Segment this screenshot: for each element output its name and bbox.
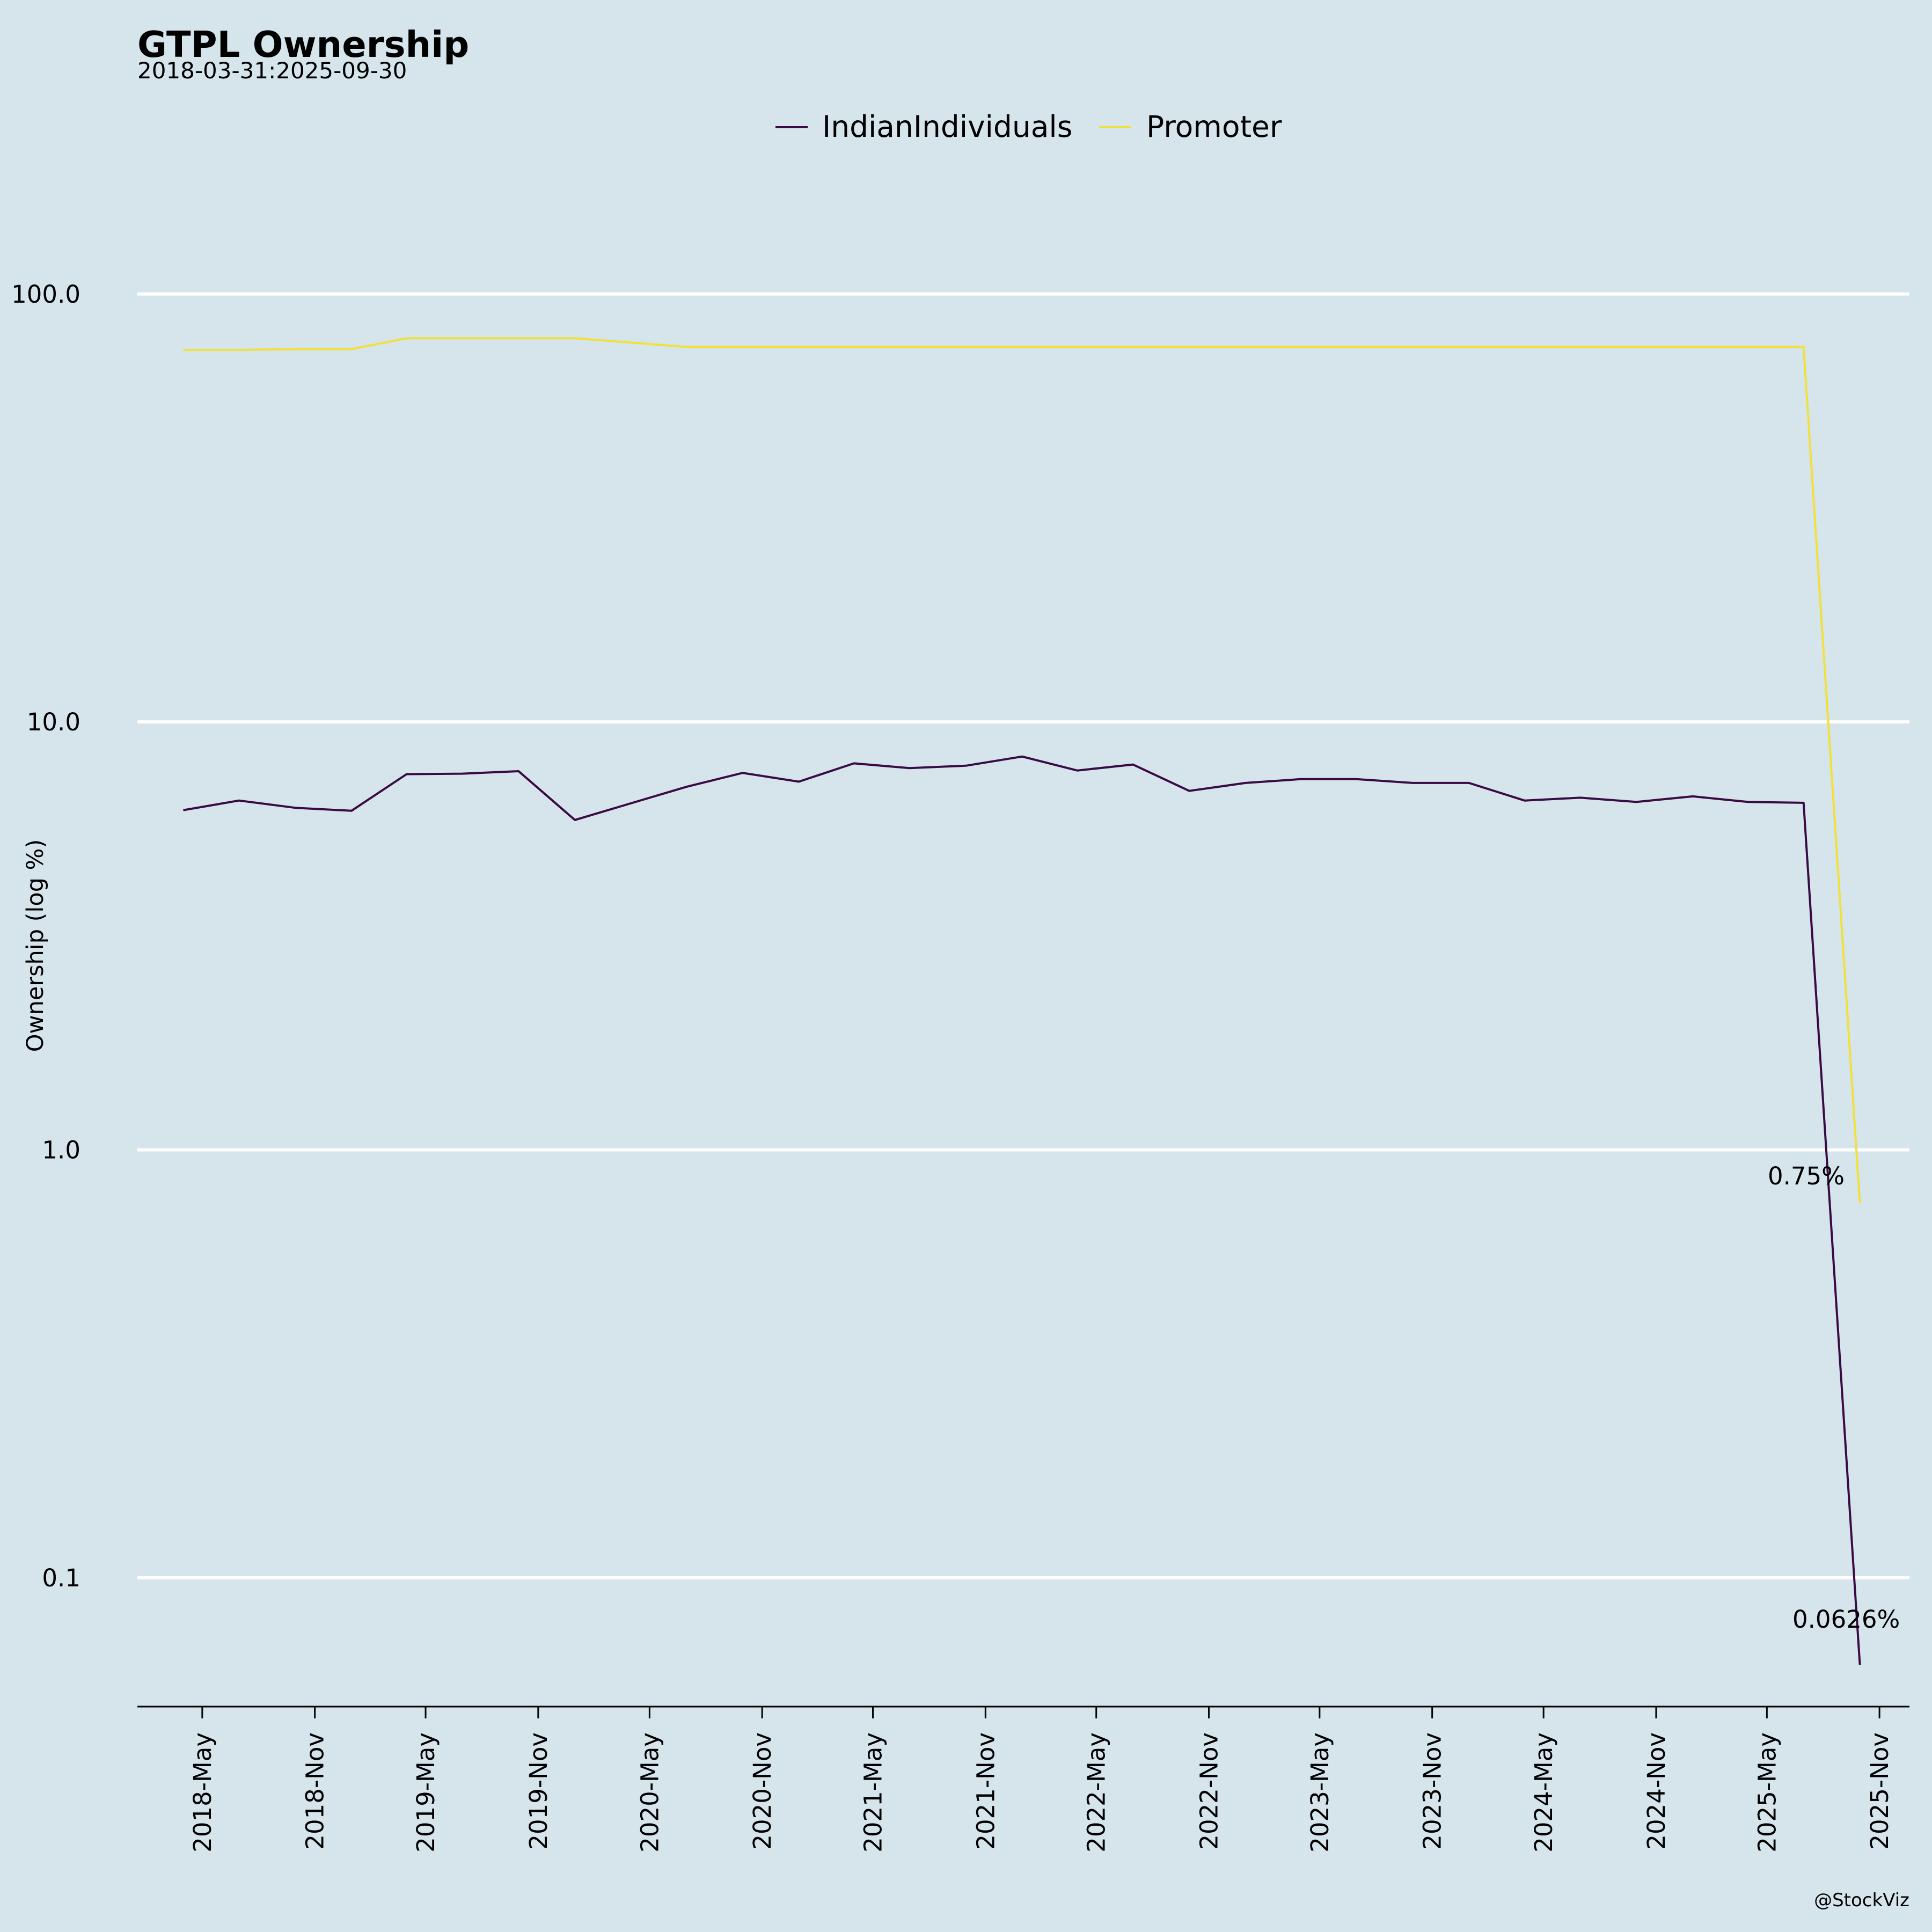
annotation-promoter-last: 0.75%: [1768, 1162, 1845, 1190]
x-tick-label: 2025-Nov: [1865, 1732, 1894, 1850]
legend-label-promoter: Promoter: [1146, 109, 1282, 144]
x-tick-label: 2024-Nov: [1642, 1732, 1671, 1850]
x-tick-label: 2019-May: [412, 1732, 440, 1853]
x-tick-label: 2023-May: [1306, 1732, 1334, 1853]
x-tick-label: 2024-May: [1529, 1732, 1558, 1853]
credit-text: @StockViz: [1814, 1890, 1909, 1911]
series-line-indianindividuals: [183, 755, 1861, 1665]
annotation-indianindividuals-last: 0.0626%: [1792, 1605, 1900, 1634]
y-axis-label: Ownership (log %): [22, 839, 49, 1052]
chart-title: GTPL Ownership: [137, 24, 469, 65]
y-gridlines: [137, 292, 1909, 1579]
legend: IndianIndividuals Promoter: [775, 109, 1282, 144]
x-tick-label: 2019-Nov: [524, 1732, 553, 1850]
y-tick-label: 0.1: [42, 1564, 80, 1592]
legend-label-indianindividuals: IndianIndividuals: [822, 109, 1072, 144]
x-tick-label: 2025-May: [1753, 1732, 1781, 1853]
x-tick-label: 2020-May: [635, 1732, 664, 1853]
x-tick-label: 2018-May: [188, 1732, 217, 1853]
series-line-promoter: [183, 337, 1861, 1204]
y-tick-label: 10.0: [27, 708, 80, 736]
y-tick-labels: 0.1 1.0 10.0 100.0: [11, 280, 80, 1592]
x-tick-label: 2023-Nov: [1418, 1732, 1447, 1850]
x-tick-label: 2022-Nov: [1195, 1732, 1223, 1850]
x-tick-label: 2022-May: [1082, 1732, 1111, 1853]
x-tick-label: 2021-May: [859, 1732, 888, 1853]
x-tick-label: 2021-Nov: [971, 1732, 1000, 1850]
y-tick-label: 100.0: [11, 280, 80, 309]
x-ticks: 2018-May 2018-Nov 2019-May 2019-Nov 2020-May…: [188, 1707, 1894, 1853]
y-tick-label: 1.0: [42, 1136, 80, 1165]
chart-subtitle: 2018-03-31:2025-09-30: [137, 57, 407, 84]
x-tick-label: 2020-Nov: [748, 1732, 777, 1850]
x-tick-label: 2018-Nov: [301, 1732, 330, 1850]
series-lines: [183, 337, 1861, 1665]
